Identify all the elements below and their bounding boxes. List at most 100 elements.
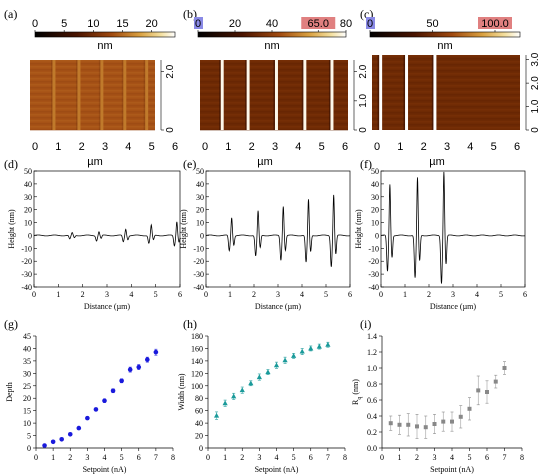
colorbar-tick-label: 20 — [229, 18, 241, 30]
afm-line — [405, 55, 409, 130]
y-axis-label-main: Width (nm) — [177, 373, 186, 411]
image-y-tick-label: 2.0 — [530, 76, 541, 90]
y-tick-label: 20 — [371, 206, 379, 215]
x-tick-label: 2 — [240, 453, 244, 462]
y-tick-label: 30 — [196, 193, 204, 202]
afm-texture-row — [200, 84, 348, 86]
image-x-tick-label: 6 — [172, 141, 178, 153]
panel-label: (b) — [183, 7, 197, 21]
afm-texture-row — [30, 87, 155, 89]
x-tick-label: 3 — [85, 453, 89, 462]
afm-texture-row — [372, 112, 520, 114]
panel-h: (h)0 1 2 3 4 5 6 7 8020406080100120140160180Setp… — [177, 317, 347, 474]
afm-line-shadow — [219, 60, 221, 130]
data-point — [441, 419, 446, 424]
data-point — [145, 357, 150, 362]
image-x-unit: µm — [429, 156, 445, 168]
afm-line-shadow — [328, 60, 331, 130]
afm-line-shadow — [245, 60, 247, 130]
afm-texture-row — [200, 126, 348, 128]
afm-line — [100, 60, 104, 130]
data-point — [136, 364, 142, 370]
afm-texture-row — [30, 93, 155, 95]
image-y-tick-label: 2.0 — [358, 64, 369, 78]
afm-texture-row — [372, 73, 520, 75]
x-tick-label: 5 — [324, 290, 328, 299]
colorbar-high-label: 65.0 — [308, 18, 329, 30]
afm-texture-row — [30, 69, 155, 71]
y-tick-label: 20 — [24, 206, 32, 215]
y-tick-label: 0 — [199, 444, 203, 453]
x-tick-label: 3 — [105, 290, 109, 299]
afm-texture-row — [372, 91, 520, 93]
y-tick-label: 50 — [371, 167, 379, 176]
y-tick-label: 0 — [200, 231, 204, 240]
data-point — [110, 388, 116, 394]
data-point — [265, 369, 271, 375]
afm-texture-row — [200, 114, 348, 116]
image-x-tick-label: 5 — [319, 141, 325, 153]
x-tick-label: 2 — [415, 453, 419, 462]
y-tick-label: -30 — [21, 270, 32, 279]
x-tick-label: 4 — [129, 290, 133, 299]
image-x-tick-label: 6 — [514, 141, 520, 153]
afm-texture-row — [30, 99, 155, 101]
afm-line — [379, 55, 383, 130]
x-tick-label: 4 — [103, 453, 107, 462]
x-tick-label: 2 — [252, 290, 256, 299]
data-point — [127, 367, 133, 372]
y-axis-label: Rq (nm) — [351, 379, 363, 405]
afm-texture-row — [372, 55, 520, 57]
y-tick-label: 0 — [375, 231, 379, 240]
panel-e: (e) 0 1 2 3 4 5 6 -40 -30 -20 -10 0 10 20 30 40 50 Distanc… — [179, 157, 352, 311]
afm-texture-row — [30, 102, 155, 104]
x-tick-label: 0 — [34, 453, 38, 462]
data-point — [119, 378, 124, 384]
y-tick-label: 60 — [195, 407, 203, 416]
image-x-tick-label: 6 — [342, 141, 348, 153]
afm-texture-row — [372, 94, 520, 96]
image-x-tick-label: 1 — [55, 141, 61, 153]
y-tick-label: 10 — [23, 419, 31, 428]
data-point — [231, 393, 237, 399]
afm-line-shadow — [403, 55, 406, 130]
colorbar-high-marker — [301, 17, 336, 29]
data-point — [42, 443, 47, 448]
afm-texture-row — [372, 79, 520, 81]
afm-texture-row — [30, 120, 155, 122]
colorbar-tick-label: 50 — [426, 18, 438, 30]
afm-texture-row — [200, 90, 348, 92]
afm-line — [77, 60, 81, 130]
image-x-tick-label: 3 — [102, 141, 108, 153]
x-tick-label: 1 — [56, 290, 60, 299]
plot-frame — [205, 170, 351, 288]
afm-texture-row — [372, 67, 520, 69]
x-tick-label: 6 — [309, 453, 313, 462]
data-point — [476, 388, 481, 393]
afm-line — [123, 60, 127, 130]
y-tick-label: -20 — [368, 257, 379, 266]
afm-texture-row — [30, 60, 155, 62]
y-tick-label: -30 — [368, 270, 379, 279]
colorbar-high-marker — [478, 17, 512, 29]
afm-texture-row — [30, 78, 155, 80]
y-tick-label: 50 — [24, 167, 32, 176]
y-tick-label: 15 — [23, 407, 31, 416]
data-point — [458, 414, 463, 419]
panel-label: (i) — [360, 317, 371, 331]
x-tick-label: 8 — [343, 453, 347, 462]
afm-texture-row — [30, 90, 155, 92]
afm-texture-row — [372, 124, 520, 126]
colorbar-unit: nm — [264, 40, 279, 52]
afm-texture-row — [30, 117, 155, 119]
image-x-tick-label: 2 — [79, 141, 85, 153]
x-tick-label: 6 — [348, 290, 352, 299]
y-tick-label: 10 — [196, 219, 204, 228]
panel-label: (a) — [4, 7, 17, 21]
colorbar — [197, 31, 347, 38]
x-tick-label: 1 — [223, 453, 227, 462]
afm-texture-row — [200, 102, 348, 104]
height-profile-line — [380, 171, 526, 284]
